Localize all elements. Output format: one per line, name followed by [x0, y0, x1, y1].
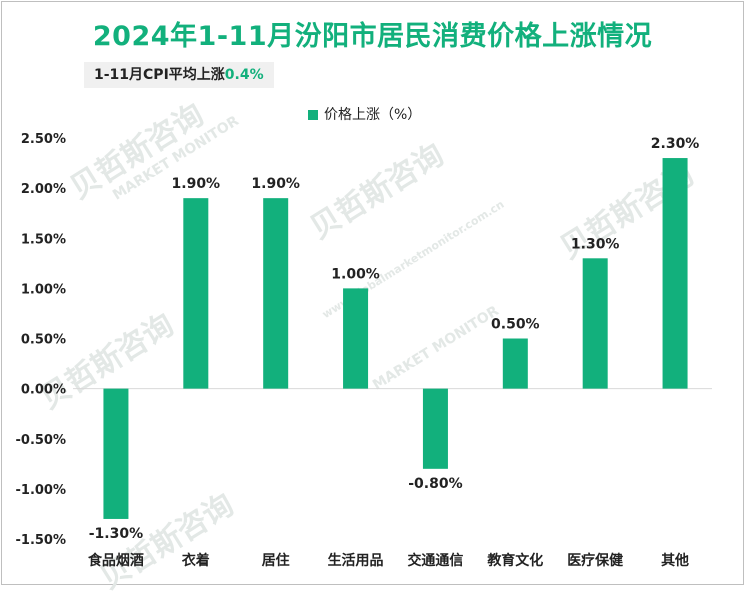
legend: 价格上涨（%） — [308, 106, 421, 124]
x-tick-label: 居住 — [262, 552, 290, 569]
y-tick-label: 2.00% — [21, 182, 66, 197]
bar — [263, 198, 289, 389]
cpi-summary-value: 0.4% — [224, 67, 264, 83]
data-label: -0.80% — [408, 476, 462, 492]
data-label: 1.90% — [251, 176, 300, 192]
cpi-summary: 1-11月CPI平均上涨0.4% — [84, 62, 274, 88]
bar — [422, 388, 448, 469]
x-tick-label: 交通通信 — [407, 552, 463, 569]
data-label: 2.30% — [651, 136, 700, 152]
bar — [103, 388, 129, 519]
x-tick-label: 食品烟酒 — [88, 552, 144, 569]
x-tick-label: 生活用品 — [328, 552, 384, 569]
legend-label: 价格上涨（%） — [324, 107, 422, 123]
cpi-summary-label: 1-11月CPI平均上涨 — [94, 67, 225, 83]
data-label: 1.00% — [331, 266, 380, 282]
y-tick-label: -1.00% — [16, 483, 67, 498]
x-tick-label: 衣着 — [182, 552, 210, 569]
y-tick-label: 0.50% — [21, 333, 66, 348]
legend-swatch — [308, 110, 318, 120]
data-label: 1.30% — [571, 236, 620, 252]
bar — [582, 258, 608, 389]
chart-title: 2024年1-11月汾阳市居民消费价格上涨情况 — [92, 21, 653, 52]
data-label: -1.30% — [89, 526, 143, 542]
bar — [343, 288, 369, 389]
bar — [502, 338, 528, 389]
y-tick-label: -0.50% — [16, 433, 67, 448]
x-tick-label: 医疗保健 — [567, 552, 623, 569]
y-tick-label: -1.50% — [16, 533, 67, 548]
y-tick-label: 1.50% — [21, 232, 66, 247]
x-tick-label: 教育文化 — [487, 552, 543, 569]
bar — [662, 158, 688, 389]
data-label: 0.50% — [491, 317, 540, 333]
y-tick-label: 0.00% — [21, 383, 66, 398]
y-tick-label: 2.50% — [21, 132, 66, 147]
bar — [183, 198, 209, 389]
x-tick-label: 其他 — [661, 552, 689, 569]
data-label: 1.90% — [172, 176, 221, 192]
y-tick-label: 1.00% — [21, 282, 66, 297]
